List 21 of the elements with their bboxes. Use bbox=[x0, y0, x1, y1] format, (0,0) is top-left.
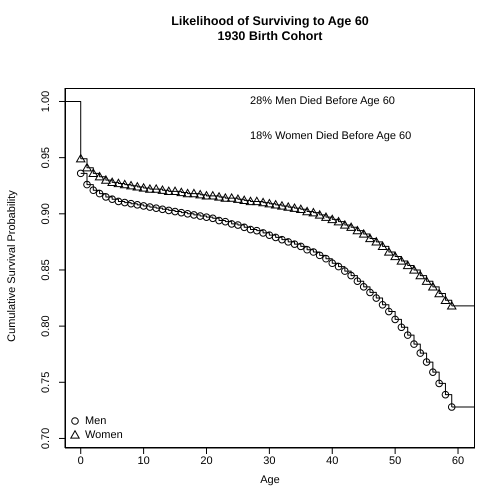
y-axis-title: Cumulative Survival Probability bbox=[6, 189, 18, 344]
legend-label: Men bbox=[85, 415, 106, 427]
x-tick-label: 40 bbox=[326, 454, 338, 467]
y-tick-label: 0.70 bbox=[40, 428, 52, 450]
y-tick-label: 0.80 bbox=[40, 315, 52, 337]
x-tick-label: 20 bbox=[200, 454, 213, 467]
x-tick-label: 60 bbox=[452, 454, 464, 467]
y-tick-label: 1.00 bbox=[40, 90, 52, 112]
annotation: 28% Men Died Before Age 60 bbox=[250, 95, 395, 107]
annotation: 18% Women Died Before Age 60 bbox=[250, 130, 412, 142]
x-tick-label: 30 bbox=[263, 454, 276, 467]
x-tick-label: 50 bbox=[389, 454, 402, 467]
chart-title: Likelihood of Surviving to Age 60 1930 Birth Cohort bbox=[170, 14, 370, 44]
x-tick-label: 0 bbox=[78, 454, 84, 467]
y-tick-label: 0.90 bbox=[40, 203, 52, 225]
legend-label: Women bbox=[85, 429, 123, 441]
y-tick-label: 0.85 bbox=[40, 259, 52, 281]
x-axis-title: Age bbox=[259, 474, 281, 486]
y-tick-label: 0.75 bbox=[40, 372, 52, 393]
x-tick-label: 10 bbox=[137, 454, 150, 467]
y-tick-label: 0.95 bbox=[40, 146, 52, 168]
